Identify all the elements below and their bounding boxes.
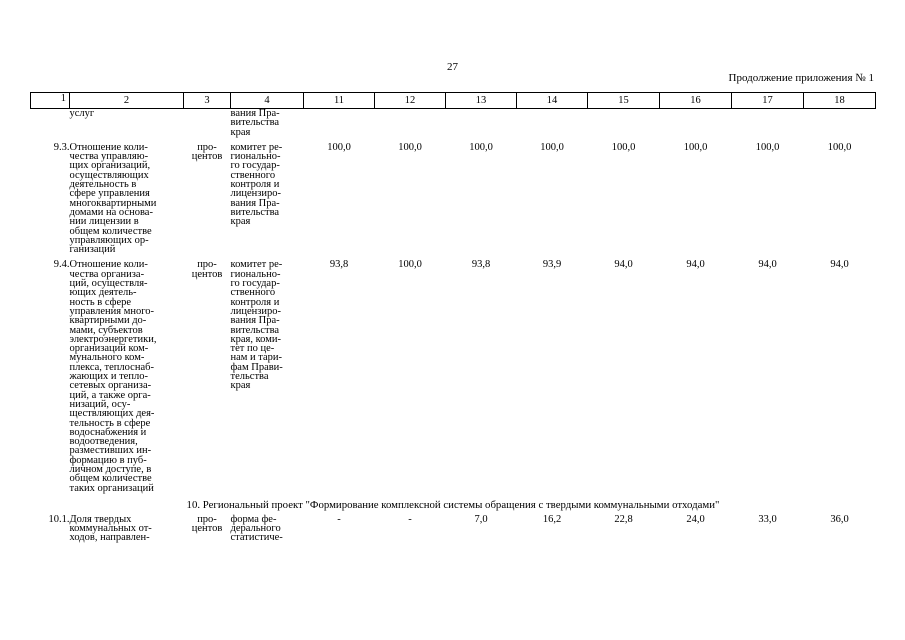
value-cell: - bbox=[337, 513, 341, 525]
indicator-name: услуг bbox=[69, 108, 95, 119]
indicator-name: Доля твердых коммунальных от- ходов, нап… bbox=[69, 513, 152, 544]
column-header: 14 bbox=[516, 92, 588, 109]
indicators-table: 1 2 3 4 11 12 13 14 15 16 17 18 услуг ва… bbox=[30, 92, 876, 543]
value-cell: 100,0 bbox=[469, 141, 493, 153]
indicator-name: Отношение коли- чества организа- ций, ос… bbox=[69, 259, 157, 494]
value-cell: 100,0 bbox=[398, 141, 422, 153]
value-cell: 33,0 bbox=[758, 513, 777, 525]
value-cell: 24,0 bbox=[686, 513, 705, 525]
responsible-body: комитет ре- гионально- го государ- ствен… bbox=[230, 141, 283, 228]
unit: про- центов bbox=[191, 259, 223, 280]
responsible-body: вания Пра- вительства края bbox=[230, 108, 280, 138]
unit: про- центов bbox=[191, 513, 223, 535]
row-number: 9.3. bbox=[53, 141, 70, 153]
column-header: 12 bbox=[374, 92, 446, 109]
value-cell: 100,0 bbox=[755, 141, 780, 153]
row-number: 9.4. bbox=[53, 259, 70, 271]
value-cell: 93,9 bbox=[542, 259, 562, 271]
value-cell: 100,0 bbox=[398, 259, 422, 271]
value-cell: 100,0 bbox=[827, 141, 852, 153]
column-header: 3 bbox=[183, 92, 231, 109]
value-cell: 100,0 bbox=[327, 141, 351, 153]
value-cell: 100,0 bbox=[683, 141, 708, 153]
value-cell: 94,0 bbox=[686, 259, 705, 271]
indicator-name: Отношение коли- чества управляю- щих орг… bbox=[69, 141, 157, 256]
responsible-body: комитет ре- гионально- го государ- ствен… bbox=[230, 259, 283, 392]
column-header: 4 bbox=[230, 92, 304, 109]
column-header: 11 bbox=[303, 92, 375, 109]
section-heading-row: 10. Региональный проект "Формирование ко… bbox=[31, 493, 876, 515]
row-number: 10.1. bbox=[48, 513, 70, 525]
responsible-body: форма фе- дерального статистиче- bbox=[230, 513, 283, 544]
column-header: 13 bbox=[445, 92, 517, 109]
table-row: 9.4. Отношение коли- чества организа- ци… bbox=[31, 259, 876, 494]
value-cell: 7,0 bbox=[474, 513, 488, 525]
value-cell: 94,0 bbox=[830, 259, 849, 271]
column-header: 16 bbox=[659, 92, 732, 109]
value-cell: - bbox=[408, 513, 412, 525]
column-header: 18 bbox=[803, 92, 876, 109]
value-cell: 100,0 bbox=[611, 141, 636, 153]
value-cell: 94,0 bbox=[758, 259, 777, 271]
value-cell: 22,8 bbox=[614, 513, 633, 525]
value-cell: 94,0 bbox=[614, 259, 633, 271]
value-cell: 93,8 bbox=[471, 259, 491, 271]
column-header: 1 bbox=[30, 92, 70, 109]
value-cell: 100,0 bbox=[540, 141, 564, 153]
column-number-row: 1 2 3 4 11 12 13 14 15 16 17 18 bbox=[30, 92, 876, 109]
page-number: 27 bbox=[447, 61, 458, 73]
section-title: 10. Региональный проект "Формирование ко… bbox=[186, 498, 720, 511]
table-row: 9.3. Отношение коли- чества управляю- щи… bbox=[31, 141, 876, 256]
table-row: 10.1. Доля твердых коммунальных от- ходо… bbox=[31, 513, 876, 544]
unit: про- центов bbox=[191, 141, 223, 163]
value-cell: 16,2 bbox=[542, 513, 562, 525]
column-header: 2 bbox=[69, 92, 184, 109]
continued-row: услуг вания Пра- вительства края bbox=[31, 108, 876, 138]
appendix-continuation-note: Продолжение приложения № 1 bbox=[728, 72, 874, 84]
value-cell: 36,0 bbox=[830, 513, 849, 525]
column-header: 17 bbox=[731, 92, 804, 109]
column-header: 15 bbox=[587, 92, 660, 109]
value-cell: 93,8 bbox=[329, 259, 349, 271]
